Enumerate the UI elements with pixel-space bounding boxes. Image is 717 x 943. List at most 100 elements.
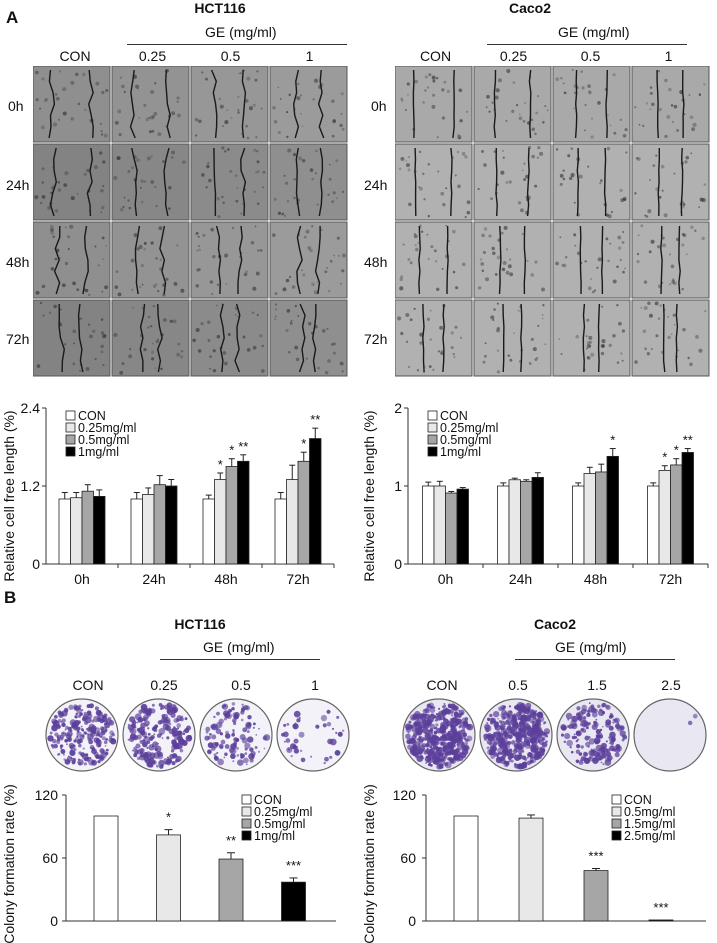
cell-speck (152, 304, 156, 308)
colony-dot (324, 756, 329, 762)
cell-speck (117, 109, 122, 114)
wound-edge-line (134, 225, 141, 295)
micrograph-tile (111, 143, 190, 221)
cell-speck (294, 304, 298, 308)
micrograph-tile (190, 221, 269, 299)
cell-speck (650, 347, 653, 351)
cell-speck (100, 344, 104, 349)
legend-label: 0.5mg/ml (624, 805, 675, 819)
cell-speck (102, 160, 106, 164)
colony-dot (518, 721, 525, 728)
cell-speck (419, 332, 424, 337)
cell-speck (701, 236, 705, 241)
micrograph-r1-c0 (395, 143, 473, 221)
colony-dot (427, 763, 431, 767)
cell-speck (195, 284, 200, 288)
colony-dot (252, 726, 255, 729)
colony-dot (569, 746, 572, 749)
cell-speck (47, 205, 52, 210)
bar-1mg/ml (281, 881, 306, 922)
legend-swatch (65, 410, 76, 421)
cell-speck (494, 272, 498, 276)
cell-speck (171, 150, 175, 155)
colony-dish-3 (276, 698, 350, 772)
colony-dot (416, 755, 424, 763)
cell-speck (122, 205, 125, 208)
colony-dot (545, 731, 549, 734)
colony-dot (526, 722, 529, 725)
micrograph-tile (33, 221, 111, 299)
cell-speck (222, 351, 227, 355)
cell-speck (297, 315, 300, 318)
legend-label: CON (78, 409, 106, 423)
cell-speck (458, 88, 463, 93)
wound-edge-line (574, 69, 578, 139)
cell-speck (624, 128, 628, 132)
colony-dot (71, 757, 77, 763)
cell-speck (326, 327, 329, 330)
colony-dot (448, 757, 454, 762)
cell-speck (643, 305, 648, 310)
cell-speck (54, 257, 58, 261)
cell-speck (608, 343, 612, 348)
colony-dot (216, 711, 220, 716)
cell-speck (481, 269, 485, 272)
cell-speck (676, 129, 679, 132)
colony-dot (575, 739, 579, 743)
cell-speck (555, 261, 559, 266)
colony-dot (162, 719, 170, 726)
colony-dot (232, 760, 235, 763)
cell-speck (672, 120, 674, 123)
cell-speck (35, 98, 39, 102)
cell-speck (698, 206, 701, 209)
cell-speck (419, 341, 423, 345)
colony-dot (231, 733, 235, 737)
cell-speck (531, 119, 534, 121)
cell-speck (99, 122, 103, 126)
cell-speck (432, 368, 435, 371)
cell-speck (221, 195, 224, 199)
micrograph-r2-c3 (269, 221, 348, 299)
cell-speck (439, 325, 444, 330)
cell-speck (301, 159, 306, 163)
cell-speck (49, 311, 52, 314)
cell-speck (53, 304, 57, 309)
cell-speck (120, 207, 124, 212)
cell-speck (35, 290, 40, 295)
bar-CON (453, 815, 479, 922)
colony-dot (577, 715, 583, 721)
cell-speck (424, 75, 428, 79)
y-tick-label: 0 (32, 556, 40, 572)
colony-dot (205, 730, 209, 734)
cell-speck (324, 270, 328, 274)
cell-speck (143, 180, 147, 183)
cell-speck (524, 102, 527, 104)
colony-dot (489, 752, 493, 756)
micrograph-tile (111, 299, 190, 377)
cell-speck (668, 283, 672, 286)
cell-speck (285, 110, 289, 114)
wound-edge-line (680, 147, 684, 217)
colony-dot (83, 731, 88, 735)
cell-speck (288, 93, 291, 96)
cell-speck (587, 286, 592, 291)
colony-dot (213, 755, 218, 760)
colony-dot (444, 761, 452, 769)
colony-dot (596, 739, 600, 744)
cell-speck (523, 162, 526, 165)
colony-dot (499, 740, 503, 744)
cell-speck (616, 361, 620, 364)
cell-speck (652, 164, 656, 168)
cell-speck (399, 286, 404, 291)
cell-speck (436, 136, 439, 139)
cell-speck (102, 363, 105, 367)
cell-speck (331, 134, 335, 138)
cell-speck (195, 231, 199, 235)
cell-speck (607, 259, 610, 263)
cell-speck (494, 95, 499, 100)
cell-speck (464, 155, 468, 159)
cell-speck (437, 350, 441, 353)
colony-dot (182, 732, 186, 736)
cell-speck (457, 184, 461, 189)
caco2-col-con: CON (419, 48, 452, 64)
